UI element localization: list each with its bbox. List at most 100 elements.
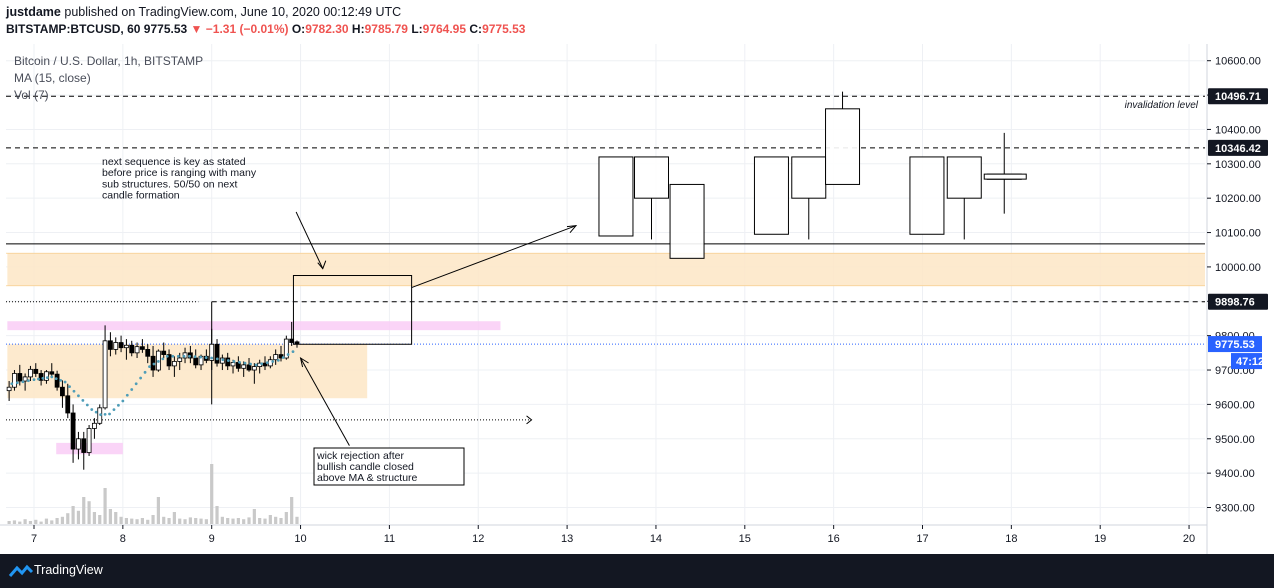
time-tick-label: 14 [650, 533, 662, 545]
close-value: 9775.53 [482, 22, 526, 36]
ma-dot [134, 382, 138, 386]
projected-candle-body [825, 108, 861, 185]
price-tick-label: 10000.00 [1215, 262, 1261, 274]
ma-dot [45, 376, 49, 379]
volume-bar [178, 518, 182, 524]
volume-bar [252, 509, 256, 524]
legend-ma[interactable]: MA (15, close) [14, 71, 91, 85]
wick-note-line: above MA & structure [317, 472, 418, 484]
ma-dot [103, 412, 107, 416]
volume-bar [183, 519, 187, 524]
time-tick-label: 12 [472, 533, 484, 545]
volume-bar [247, 517, 251, 524]
ma-dot [59, 378, 63, 382]
candle-body [86, 428, 92, 453]
price-chart[interactable]: invalidation level next sequence is key a… [0, 44, 1274, 554]
volume-bar [98, 515, 102, 524]
tradingview-logo-icon[interactable] [8, 563, 34, 579]
time-tick-label: 11 [384, 533, 395, 545]
candle-body [139, 346, 145, 350]
candle-body [113, 342, 119, 350]
volume-bar [135, 519, 139, 524]
ma-dot [176, 354, 180, 358]
ma-dot [94, 410, 98, 414]
level-badge-label: 9898.76 [1215, 297, 1255, 309]
candle-body [54, 373, 60, 388]
candle-body [44, 371, 49, 381]
price-tick-label: 9500.00 [1215, 434, 1255, 446]
ma-dot [121, 399, 125, 403]
volume-bar [151, 515, 155, 524]
volume-bar [146, 519, 150, 524]
ma-dot [112, 408, 116, 412]
candle-body [17, 373, 23, 382]
price-tick-label: 10200.00 [1215, 193, 1261, 205]
volume-bar [50, 520, 54, 524]
legend-title[interactable]: Bitcoin / U.S. Dollar, 1h, BITSTAMP [14, 54, 204, 68]
ma-dot [188, 354, 191, 358]
volume-bar [284, 512, 288, 524]
chart-header: justdame published on TradingView.com, J… [0, 0, 1274, 44]
ma-dot [204, 356, 208, 359]
resistance-zone [7, 253, 1206, 286]
ohlc-info: BITSTAMP:BTCUSD, 60 9775.53 ▼ −1.31 (−0.… [6, 22, 525, 36]
candle-body [81, 438, 87, 453]
author-name[interactable]: justdame [6, 5, 61, 19]
dotted-arrow-head [526, 415, 533, 425]
volume-bar [295, 516, 299, 524]
publish-info: justdame published on TradingView.com, J… [6, 5, 401, 19]
candle-body [246, 364, 252, 371]
ma-dot [265, 361, 269, 365]
volume-bar [268, 515, 272, 524]
volume-bar [71, 506, 75, 524]
volume-bar [220, 516, 224, 524]
countdown-badge [1231, 353, 1262, 370]
volume-bar [23, 519, 27, 524]
ma-dot [21, 380, 25, 384]
time-tick-label: 15 [739, 533, 751, 545]
level-badge-label: 10346.42 [1215, 143, 1261, 155]
candle-body [49, 371, 55, 375]
ma-dot [148, 365, 151, 368]
wick-arrow [300, 357, 350, 446]
wick-note-line: wick rejection after [316, 450, 404, 462]
volume-bar [103, 488, 107, 524]
ma-dot [291, 350, 295, 354]
volume-bar [231, 518, 235, 524]
ma-dot [221, 358, 225, 362]
candle-body [193, 357, 199, 366]
ma-dot [10, 382, 14, 386]
candle-body [28, 368, 33, 378]
candle-body [6, 386, 12, 392]
candle-body [145, 349, 151, 357]
ma-dot [232, 360, 236, 363]
projected-candle-body [634, 156, 670, 199]
volume-bar [34, 519, 38, 524]
volume-bar [290, 497, 294, 524]
volume-bar [194, 518, 198, 524]
current-price-label: 9775.53 [1215, 339, 1255, 351]
invalidation-label: invalidation level [1125, 100, 1199, 111]
ma-dot [193, 355, 197, 359]
projected-candle-body [909, 156, 945, 235]
candle-body [214, 343, 220, 364]
volume-bar [199, 518, 203, 524]
volume-bar [263, 518, 267, 524]
candle-body [33, 368, 39, 374]
projection-arrow-head [566, 225, 578, 234]
candle-body [102, 340, 108, 409]
level-badge [1208, 139, 1268, 156]
time-tick-label: 13 [561, 533, 573, 545]
volume-bar [226, 518, 230, 524]
chart-legend: Bitcoin / U.S. Dollar, 1h, BITSTAMP MA (… [14, 53, 203, 104]
legend-volume[interactable]: Vol (7) [14, 88, 49, 102]
candle-body [283, 338, 289, 359]
ma-dot [99, 413, 103, 417]
candle-body [60, 386, 65, 397]
low-label: L: [411, 22, 423, 36]
price-tick-label: 9400.00 [1215, 468, 1255, 480]
ma-dot [85, 403, 89, 407]
ma-dot [32, 378, 36, 382]
candle-body [177, 357, 183, 362]
footer-brand[interactable]: TradingView [34, 563, 103, 577]
